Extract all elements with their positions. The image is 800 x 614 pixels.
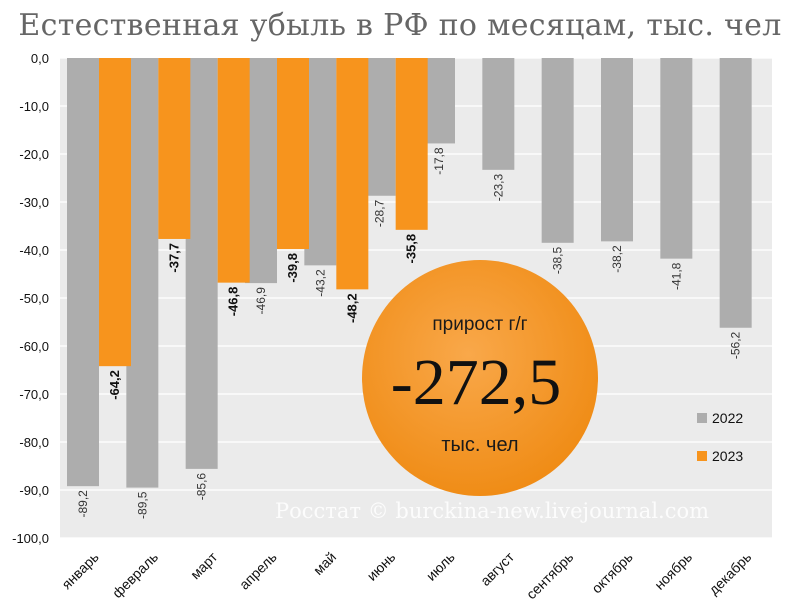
x-tick-label-ноябрь: ноябрь xyxy=(651,549,695,593)
bar-2023-апрель xyxy=(277,58,309,250)
data-label-2022-март: -85,6 xyxy=(195,473,209,501)
x-tick-label-март: март xyxy=(187,548,221,582)
data-label-2022-август: -23,3 xyxy=(491,174,505,202)
bar-2022-февраль xyxy=(126,58,159,488)
data-label-2022-декабрь: -56,2 xyxy=(729,331,743,359)
x-tick-label-май: май xyxy=(310,549,339,578)
watermark: Росстат © burckina-new.livejournal.com xyxy=(275,499,709,523)
data-label-2023-апрель: -39,8 xyxy=(285,253,300,283)
data-label-2022-октябрь: -38,2 xyxy=(610,245,624,273)
bar-2022-сентябрь xyxy=(541,58,574,243)
bar-2023-май xyxy=(336,58,369,290)
data-label-2022-май: -43,2 xyxy=(313,269,327,297)
bar-2022-июнь xyxy=(363,58,396,196)
bar-2022-март xyxy=(185,58,218,469)
data-label-2022-февраль: -89,5 xyxy=(135,491,149,519)
x-tick-label-сентябрь: сентябрь xyxy=(523,549,576,602)
y-tick-label: -50,0 xyxy=(19,291,49,306)
bar-2023-июнь xyxy=(395,58,428,230)
bar-2022-октябрь xyxy=(601,58,633,242)
bar-2022-май xyxy=(304,58,337,266)
y-tick-label: -90,0 xyxy=(19,483,49,498)
y-tick-label: -60,0 xyxy=(19,339,49,354)
yoy-growth-callout: прирост г/г -272,5 тыс. чел xyxy=(362,260,598,496)
data-label-2022-июнь: -28,7 xyxy=(373,199,387,227)
data-label-2023-февраль: -37,7 xyxy=(166,243,181,273)
callout-value: -272,5 xyxy=(391,346,561,419)
bar-2023-март xyxy=(217,58,250,283)
bar-2022-август xyxy=(482,58,515,170)
data-label-2023-май: -48,2 xyxy=(344,293,359,323)
x-tick-label-октябрь: октябрь xyxy=(588,549,635,596)
data-label-2023-март: -46,8 xyxy=(226,287,241,317)
y-tick-label: -40,0 xyxy=(19,243,49,258)
bar-2023-февраль xyxy=(158,58,191,239)
y-tick-label: -80,0 xyxy=(19,435,49,450)
x-tick-label-июль: июль xyxy=(423,549,458,584)
bar-2023-январь xyxy=(99,58,131,367)
x-tick-label-декабрь: декабрь xyxy=(705,549,754,598)
data-label-2023-январь: -64,2 xyxy=(107,370,122,400)
y-tick-label: -10,0 xyxy=(19,99,49,114)
x-tick-label-август: август xyxy=(477,548,517,588)
y-tick-label: -100,0 xyxy=(12,531,49,546)
chart-title: Естественная убыль в РФ по месяцам, тыс.… xyxy=(18,8,782,43)
data-label-2023-июнь: -35,8 xyxy=(404,234,419,264)
x-tick-label-январь: январь xyxy=(58,549,101,592)
bar-2022-апрель xyxy=(245,58,277,284)
data-label-2022-сентябрь: -38,5 xyxy=(551,246,565,274)
y-tick-label: -30,0 xyxy=(19,195,49,210)
bar-2022-ноябрь xyxy=(660,58,693,259)
bar-2022-декабрь xyxy=(719,58,752,328)
callout-circle xyxy=(362,260,598,496)
x-tick-label-июнь: июнь xyxy=(364,549,399,584)
x-tick-label-апрель: апрель xyxy=(236,549,280,593)
legend-label-2023: 2023 xyxy=(712,448,743,464)
legend-swatch-2022 xyxy=(697,413,707,423)
data-label-2022-ноябрь: -41,8 xyxy=(669,262,683,290)
callout-caption: прирост г/г xyxy=(432,314,527,335)
x-tick-label-февраль: февраль xyxy=(109,549,161,601)
data-label-2022-январь: -89,2 xyxy=(76,490,90,518)
legend-label-2022: 2022 xyxy=(712,410,743,426)
bar-2022-июль xyxy=(423,58,455,144)
y-tick-label: -20,0 xyxy=(19,147,49,162)
bar-2022-январь xyxy=(67,58,99,487)
data-label-2022-апрель: -46,9 xyxy=(254,287,268,315)
y-tick-label: -70,0 xyxy=(19,387,49,402)
legend-swatch-2023 xyxy=(697,451,707,461)
callout-unit: тыс. чел xyxy=(441,434,518,456)
y-tick-label: 0,0 xyxy=(31,51,49,66)
data-label-2022-июль: -17,8 xyxy=(432,147,446,175)
